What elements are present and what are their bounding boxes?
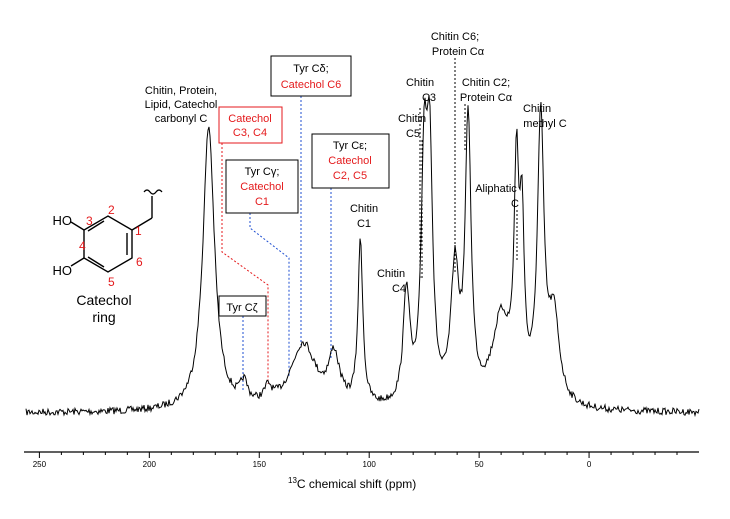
annotation-chitin-methyl: Chitin methyl C xyxy=(523,103,567,130)
annotation-tyr-cdelta: Tyr Cδ; Catechol C6 xyxy=(270,55,352,97)
annotation-box xyxy=(218,295,267,317)
hydroxyl-label: HO xyxy=(53,263,73,278)
annotation-line: Chitin, Protein, xyxy=(145,85,217,97)
guide-line xyxy=(221,143,269,384)
annotation-chitin-c5: Chitin C5 xyxy=(398,113,426,140)
annotation-chitin-c4: Chitin C4 xyxy=(377,268,406,295)
annotation-box xyxy=(311,133,390,189)
x-tick-label: 100 xyxy=(363,460,377,469)
annotation-line: Chitin xyxy=(377,268,405,280)
annotation-tyr-cgamma: Tyr Cγ; Catechol C1 xyxy=(225,159,299,214)
annotation-line: Chitin xyxy=(350,203,378,215)
x-tick-label: 0 xyxy=(587,460,592,469)
annotation-line: carbonyl C xyxy=(155,113,208,125)
structure-title: ring xyxy=(92,309,115,325)
x-axis-title-superscript: 13 xyxy=(288,476,297,485)
catechol-structure: HO HO 1 2 3 4 5 6 Catechol ring xyxy=(53,189,163,325)
spectrum-trace xyxy=(25,95,700,418)
peak-annotations: Chitin, Protein, Lipid, Catechol carbony… xyxy=(145,31,567,317)
x-tick-label: 250 xyxy=(33,460,47,469)
annotation-catechol-c3-c4: Catechol C3, C4 xyxy=(218,106,283,144)
annotation-line: Chitin C2; xyxy=(462,77,510,89)
annotation-line: Chitin xyxy=(523,103,551,115)
annotation-box xyxy=(270,55,352,97)
annotation-chitin-c1: Chitin C1 xyxy=(350,203,378,230)
x-axis: 250 200 150 100 50 0 13C chemical shift (ppm) xyxy=(24,451,699,491)
annotation-line: Catechol xyxy=(240,181,283,193)
annotation-line: C4 xyxy=(392,283,406,295)
structure-title: Catechol xyxy=(76,292,131,308)
annotation-tyr-czeta: Tyr Cζ xyxy=(218,295,267,317)
annotation-line: Catechol C6 xyxy=(281,79,342,91)
annotation-line: Tyr Cε; xyxy=(333,140,367,152)
annotation-line: methyl C xyxy=(523,118,566,130)
annotation-line: Aliphatic xyxy=(475,183,517,195)
annotation-line: Tyr Cζ xyxy=(226,302,257,314)
annotation-tyr-cepsilon: Tyr Cε; Catechol C2, C5 xyxy=(311,133,390,189)
ring-position-label: 1 xyxy=(135,224,142,238)
annotation-chitin-c2: Chitin C2; Protein Cα xyxy=(460,77,513,104)
x-axis-title-text: C chemical shift (ppm) xyxy=(297,477,416,491)
benzene-ring xyxy=(70,189,163,273)
annotation-line: Tyr Cγ; xyxy=(245,166,280,178)
annotation-chitin-c3: Chitin C3 xyxy=(406,77,436,104)
annotation-line: Lipid, Catechol xyxy=(145,99,218,111)
x-axis-title: 13C chemical shift (ppm) xyxy=(288,476,416,491)
ring-position-label: 6 xyxy=(136,255,143,269)
annotation-line: Catechol xyxy=(328,155,371,167)
annotation-line: Chitin xyxy=(406,77,434,89)
x-axis-tick-labels: 250 200 150 100 50 0 xyxy=(33,460,592,469)
annotation-line: C3, C4 xyxy=(233,127,267,139)
guide-line xyxy=(249,213,290,376)
annotation-line: Chitin C6; xyxy=(431,31,479,43)
annotation-line: C1 xyxy=(357,218,371,230)
annotation-line: Protein Cα xyxy=(460,92,513,104)
annotation-box xyxy=(225,159,299,214)
annotation-line: Tyr Cδ; xyxy=(293,63,328,75)
ring-position-label: 3 xyxy=(86,214,93,228)
ring-position-label: 2 xyxy=(108,203,115,217)
annotation-line: C1 xyxy=(255,196,269,208)
annotation-carbonyl: Chitin, Protein, Lipid, Catechol carbony… xyxy=(145,85,218,125)
annotation-aliphatic: Aliphatic C xyxy=(475,183,519,210)
annotation-line: C5 xyxy=(406,128,420,140)
annotation-line: C2, C5 xyxy=(333,170,367,182)
hydroxyl-label: HO xyxy=(53,213,73,228)
annotation-line: Chitin xyxy=(398,113,426,125)
x-tick-label: 150 xyxy=(253,460,267,469)
x-tick-label: 200 xyxy=(143,460,157,469)
annotation-chitin-c6: Chitin C6; Protein Cα xyxy=(431,31,485,58)
guide-lines xyxy=(221,58,518,390)
annotation-line: C3 xyxy=(422,92,436,104)
ring-position-label: 4 xyxy=(79,239,86,253)
annotation-line: Protein Cα xyxy=(432,46,485,58)
ring-position-label: 5 xyxy=(108,275,115,289)
annotation-line: C xyxy=(511,198,519,210)
annotation-box xyxy=(218,106,283,144)
annotation-line: Catechol xyxy=(228,113,271,125)
x-tick-label: 50 xyxy=(475,460,484,469)
x-axis-ticks xyxy=(38,452,678,458)
